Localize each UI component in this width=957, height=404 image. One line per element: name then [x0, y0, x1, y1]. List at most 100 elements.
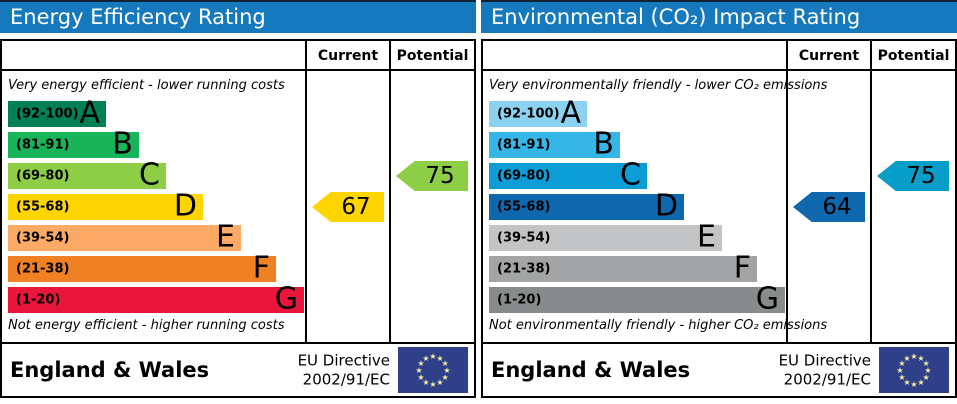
rating-table: Current Potential Very energy efficient … — [0, 39, 476, 398]
current-rating-value: 64 — [822, 194, 852, 220]
potential-rating-value: 75 — [906, 163, 936, 189]
svg-text:★: ★ — [917, 378, 924, 387]
band-range: (69-80) — [497, 168, 551, 184]
band-range: (92-100) — [497, 106, 560, 122]
potential-column-header: Potential — [396, 48, 469, 64]
current-rating-arrow: 67 — [312, 192, 384, 222]
band-letter: D — [654, 188, 678, 224]
rating-table: Current Potential Very environmentally f… — [481, 39, 957, 398]
band-range: (39-54) — [497, 230, 551, 246]
band-row-f: (21-38) F — [8, 253, 276, 283]
band-letter: E — [216, 219, 235, 255]
band-range: (1-20) — [16, 292, 61, 308]
svg-text:★: ★ — [898, 373, 905, 382]
footer: England & Wales EU Directive 2002/91/EC … — [2, 344, 474, 396]
svg-text:★: ★ — [429, 352, 436, 361]
column-divider — [305, 41, 307, 344]
column-divider — [389, 41, 391, 344]
svg-text:★: ★ — [436, 378, 443, 387]
potential-rating-arrow: 75 — [396, 161, 468, 191]
eu-directive-line2: 2002/91/EC — [302, 370, 390, 388]
potential-column-header: Potential — [877, 48, 950, 64]
svg-text:★: ★ — [417, 373, 424, 382]
band-letter: D — [173, 188, 197, 224]
band-row-e: (39-54) E — [8, 219, 241, 255]
band-row-b: (81-91) B — [8, 129, 139, 159]
svg-text:★: ★ — [923, 373, 930, 382]
band-range: (39-54) — [16, 230, 70, 246]
band-letter: A — [560, 95, 581, 131]
footer-divider — [483, 342, 955, 344]
svg-text:★: ★ — [898, 359, 905, 368]
band-letter: F — [733, 250, 751, 286]
environmental-impact-panel: Environmental (CO₂) Impact Rating Curren… — [481, 0, 957, 398]
panel-title: Environmental (CO₂) Impact Rating — [491, 5, 861, 29]
band-letter: C — [139, 157, 160, 193]
eu-directive-line2: 2002/91/EC — [783, 370, 871, 388]
svg-text:★: ★ — [903, 378, 910, 387]
eu-flag-icon: ★ ★★ ★★★ ★★★ ★★★ — [398, 347, 468, 393]
energy-efficiency-panel: Energy Efficiency Rating Current Potenti… — [0, 0, 476, 398]
potential-rating-arrow: 75 — [877, 161, 949, 191]
column-divider — [786, 41, 788, 344]
panel-title: Energy Efficiency Rating — [10, 5, 266, 29]
svg-text:★: ★ — [417, 359, 424, 368]
eu-directive-line1: EU Directive — [778, 351, 871, 370]
band-row-a: (92-100) A — [489, 95, 587, 131]
band-letter: E — [697, 219, 716, 255]
current-column-header: Current — [317, 48, 379, 64]
band-range: (55-68) — [16, 199, 70, 215]
svg-text:★: ★ — [910, 380, 917, 389]
top-caption: Very energy efficient - lower running co… — [8, 78, 285, 93]
band-range: (81-91) — [16, 137, 70, 153]
band-range: (81-91) — [497, 137, 551, 153]
svg-text:★: ★ — [442, 373, 449, 382]
band-row-c: (69-80) C — [8, 157, 166, 193]
band-row-d: (55-68) D — [8, 188, 203, 224]
band-letter: C — [620, 157, 641, 193]
table-header-row: Current Potential — [2, 41, 474, 71]
band-row-f: (21-38) F — [489, 250, 757, 286]
band-letter: B — [593, 126, 614, 162]
svg-text:★: ★ — [924, 366, 931, 375]
current-column-header: Current — [798, 48, 860, 64]
svg-text:★: ★ — [422, 378, 429, 387]
band-row-b: (81-91) B — [489, 126, 620, 162]
top-caption: Very environmentally friendly - lower CO… — [489, 78, 828, 93]
table-header-row: Current Potential — [483, 41, 955, 71]
eu-directive-line1: EU Directive — [297, 351, 390, 370]
svg-text:★: ★ — [422, 354, 429, 363]
svg-text:★: ★ — [910, 352, 917, 361]
svg-text:★: ★ — [415, 366, 422, 375]
band-row-g: (1-20) G — [8, 281, 304, 317]
band-row-d: (55-68) D — [489, 188, 684, 224]
band-letter: A — [79, 95, 100, 131]
rating-bands: (92-100) A (81-91) B (69-80) C (55-68) D… — [489, 95, 786, 318]
svg-text:★: ★ — [443, 366, 450, 375]
eu-flag-icon: ★ ★★ ★★★ ★★★ ★★★ — [879, 347, 949, 393]
footer-divider — [2, 342, 474, 344]
band-range: (1-20) — [497, 292, 542, 308]
svg-text:★: ★ — [923, 359, 930, 368]
band-range: (92-100) — [16, 106, 79, 122]
panel-title-bar: Environmental (CO₂) Impact Rating — [481, 0, 957, 33]
column-divider — [870, 41, 872, 344]
band-letter: G — [274, 281, 298, 317]
band-row-a: (92-100) A — [8, 95, 106, 131]
rating-bands: (92-100) A (81-91) B (69-80) C (55-68) D… — [8, 95, 305, 318]
bottom-caption: Not environmentally friendly - higher CO… — [489, 318, 828, 333]
current-rating-value: 67 — [341, 194, 371, 220]
band-range: (55-68) — [497, 199, 551, 215]
band-range: (21-38) — [497, 261, 551, 277]
footer: England & Wales EU Directive 2002/91/EC … — [483, 344, 955, 396]
panel-title-bar: Energy Efficiency Rating — [0, 0, 476, 33]
svg-text:★: ★ — [917, 354, 924, 363]
potential-rating-value: 75 — [425, 163, 455, 189]
band-letter: G — [755, 281, 779, 317]
current-rating-arrow: 64 — [793, 192, 865, 222]
bottom-caption: Not energy efficient - higher running co… — [8, 318, 285, 333]
svg-text:★: ★ — [903, 354, 910, 363]
band-range: (21-38) — [16, 261, 70, 277]
band-row-e: (39-54) E — [489, 219, 722, 255]
